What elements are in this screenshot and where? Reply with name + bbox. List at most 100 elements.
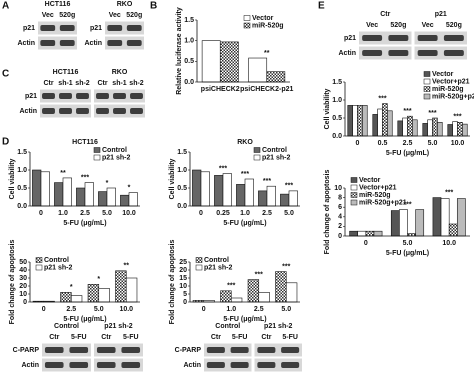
bar xyxy=(84,182,94,207)
y-tick-label: 0.5 xyxy=(332,115,342,122)
legend-label: Control xyxy=(262,147,287,154)
y-tick-label: 1.0 xyxy=(184,38,194,45)
blot-band xyxy=(130,93,143,99)
bar xyxy=(456,198,466,237)
blot-band xyxy=(44,347,64,353)
blot-strip xyxy=(359,46,412,60)
blot-group-title: Control xyxy=(215,323,240,330)
panel-letter: C xyxy=(2,69,9,80)
blot-band xyxy=(362,35,383,41)
y-tick-label: 1.5 xyxy=(177,149,187,156)
x-tick-label: 0.25 xyxy=(216,210,230,217)
lane-label: sh-1 xyxy=(112,80,127,87)
significance-label: *** xyxy=(219,165,227,172)
blot-band xyxy=(96,108,109,114)
legend-swatch xyxy=(195,264,203,271)
lane-label: Vec xyxy=(366,22,378,29)
blot-group-title: p21 sh-2 xyxy=(264,323,293,330)
bar xyxy=(462,123,468,137)
blot-strip xyxy=(414,46,467,60)
panel-letter: A xyxy=(2,1,9,12)
x-tick-label: 0 xyxy=(42,306,46,313)
significance-label: *** xyxy=(227,283,235,290)
blot-strip xyxy=(38,21,77,35)
y-tick-label: 10 xyxy=(179,283,187,290)
blot-band xyxy=(121,347,141,353)
bar xyxy=(377,108,383,137)
y-tick-label: 0.0 xyxy=(177,203,187,210)
y-tick-label: 10 xyxy=(334,185,342,192)
blot-band xyxy=(388,50,409,56)
lane-label: 5-FU xyxy=(282,334,298,341)
y-tick-label: 0.5 xyxy=(177,185,187,192)
bar xyxy=(120,194,130,207)
x-tick-label: psiCHECK2 xyxy=(201,86,240,93)
legend-swatch xyxy=(93,154,101,161)
lane-label: Ctr xyxy=(261,334,271,341)
bar xyxy=(382,103,388,137)
row-label: Actin xyxy=(18,40,36,47)
y-tick-label: 20 xyxy=(179,267,187,274)
lane-label: 520g xyxy=(390,22,406,29)
bar xyxy=(87,284,100,303)
blot-group-title: p21 sh-2 xyxy=(104,323,133,330)
blot-band xyxy=(113,108,126,114)
legend-swatch xyxy=(350,199,358,206)
y-axis-label: Cell viability xyxy=(169,158,176,199)
row-label: p21 xyxy=(344,35,356,42)
x-tick-label: 5.0 xyxy=(403,240,413,247)
blot-strip xyxy=(254,343,302,357)
lane-label: sh-2 xyxy=(75,80,90,87)
lane-label: 5-FU xyxy=(232,334,248,341)
bar xyxy=(452,121,458,137)
x-tick-label: 5.0 xyxy=(281,306,291,313)
lane-label: Ctr xyxy=(97,80,107,87)
legend-label: Vector xyxy=(432,71,454,78)
bar xyxy=(98,288,110,303)
y-tick-label: 1.0 xyxy=(17,167,27,174)
legend-label: Control xyxy=(44,257,69,264)
bar xyxy=(62,177,72,207)
bar xyxy=(275,271,287,303)
bar xyxy=(372,114,378,137)
blot-band xyxy=(230,347,249,353)
bar xyxy=(280,193,290,207)
significance-label: *** xyxy=(453,113,461,120)
x-tick-label: 1.0 xyxy=(226,306,236,313)
bar xyxy=(432,197,442,237)
blot-band xyxy=(96,362,116,368)
significance-label: *** xyxy=(241,171,249,178)
row-label: Actin xyxy=(20,108,38,115)
blot-band xyxy=(59,25,75,31)
legend-label: p21 sh-2 xyxy=(204,264,233,271)
chart-title: RKO xyxy=(237,139,253,146)
legend-swatch xyxy=(423,93,431,100)
blot-strip xyxy=(414,31,467,45)
x-axis-label: 5-FU (μg/mL) xyxy=(63,220,106,227)
legend-label: Vector+p21 xyxy=(359,184,397,191)
y-axis-label: Fold change of apoptosis xyxy=(324,170,331,255)
legend-label: miR-520g+p21 xyxy=(432,93,474,100)
significance-label: * xyxy=(97,276,100,283)
legend-label: Control xyxy=(102,147,127,154)
blot-band xyxy=(257,362,276,368)
blot-band xyxy=(59,108,72,114)
legend-label: miR-520g+p21 xyxy=(359,199,407,206)
legend-swatch xyxy=(423,78,431,85)
legend-swatch xyxy=(350,192,358,198)
blot-band xyxy=(42,93,55,99)
x-tick-label: 0 xyxy=(364,240,368,247)
row-label: Actin xyxy=(22,362,40,369)
x-tick-label: 2.5 xyxy=(66,306,76,313)
blot-band xyxy=(69,347,89,353)
blot-strip xyxy=(105,21,144,35)
bar xyxy=(214,175,224,207)
panel-letter: E xyxy=(318,1,325,12)
blot-group-title: RKO xyxy=(117,1,133,8)
legend-label: p21 sh-2 xyxy=(44,264,73,271)
row-label: p21 xyxy=(25,93,37,100)
bar xyxy=(125,277,138,303)
significance-label: ** xyxy=(60,170,66,177)
bar xyxy=(373,230,383,237)
y-axis-label: Cell viability xyxy=(324,88,331,129)
